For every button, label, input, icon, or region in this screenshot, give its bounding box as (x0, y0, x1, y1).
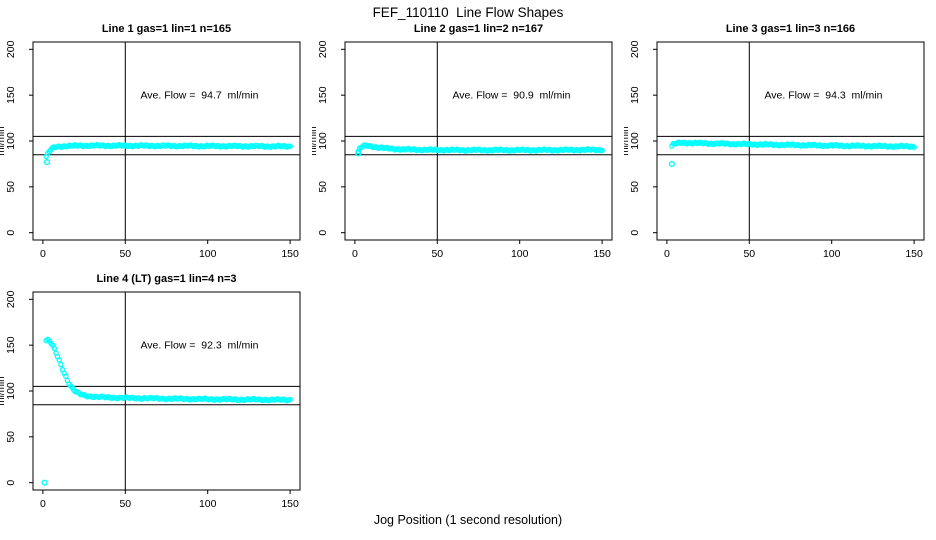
svg-text:50: 50 (431, 248, 443, 260)
svg-text:100: 100 (511, 248, 529, 260)
y-axis-label: ml/min (0, 376, 7, 405)
svg-text:200: 200 (5, 290, 17, 308)
svg-text:50: 50 (629, 181, 641, 193)
svg-text:200: 200 (317, 40, 329, 58)
panel-line-3-title: Line 3 gas=1 lin=3 n=166 (725, 23, 856, 35)
svg-text:0: 0 (317, 230, 329, 236)
svg-text:50: 50 (119, 498, 131, 510)
svg-text:50: 50 (5, 431, 17, 443)
panel-line-4: Line 4 (LT) gas=1 lin=4 n=3 0 50 100 150 200… (0, 270, 312, 520)
panel-line-3: Line 3 gas=1 lin=3 n=166 0 50 100 150 200 ml/… (624, 20, 936, 270)
svg-text:50: 50 (743, 248, 755, 260)
ave-flow-annotation: Ave. Flow = 94.7 ml/min (140, 90, 258, 102)
ave-flow-annotation: Ave. Flow = 92.3 ml/min (140, 340, 258, 352)
svg-text:150: 150 (5, 86, 17, 104)
svg-text:100: 100 (317, 132, 329, 150)
ave-flow-annotation: Ave. Flow = 94.3 ml/min (764, 90, 882, 102)
panel-line-4-title: Line 4 (LT) gas=1 lin=4 n=3 (96, 273, 237, 285)
svg-text:150: 150 (281, 248, 299, 260)
svg-text:150: 150 (593, 248, 611, 260)
svg-text:0: 0 (664, 248, 670, 260)
svg-text:50: 50 (5, 181, 17, 193)
panel-line-3-plot: 0 50 100 150 200 ml/min 0 50 100 150 Ave. Flow = 9… (624, 40, 925, 260)
svg-text:200: 200 (5, 40, 17, 58)
svg-text:150: 150 (5, 336, 17, 354)
panel-line-1-plot: 0 50 100 150 200 ml/min 0 50 100 150 Ave. Flow = 9… (0, 40, 301, 260)
svg-text:50: 50 (119, 248, 131, 260)
panel-line-1-title: Line 1 gas=1 lin=1 n=165 (101, 23, 232, 35)
svg-text:150: 150 (317, 86, 329, 104)
svg-text:150: 150 (281, 498, 299, 510)
svg-text:0: 0 (629, 230, 641, 236)
svg-text:100: 100 (199, 498, 217, 510)
svg-text:0: 0 (5, 480, 17, 486)
svg-text:0: 0 (40, 248, 46, 260)
svg-text:100: 100 (823, 248, 841, 260)
y-axis-label: ml/min (624, 126, 631, 155)
panel-line-2: Line 2 gas=1 lin=2 n=167 0 50 100 150 200 ml/… (312, 20, 624, 270)
svg-text:0: 0 (5, 230, 17, 236)
svg-text:100: 100 (5, 132, 17, 150)
svg-text:100: 100 (5, 382, 17, 400)
svg-text:0: 0 (352, 248, 358, 260)
figure-title: FEF_110110 Line Flow Shapes (372, 5, 564, 20)
svg-text:50: 50 (317, 181, 329, 193)
panel-line-1: Line 1 gas=1 lin=1 n=165 0 50 100 150 200 ml/… (0, 20, 312, 270)
y-axis-label: ml/min (312, 126, 319, 155)
panel-line-2-plot: 0 50 100 150 200 ml/min 0 50 100 150 Ave. Flow = 9… (312, 40, 613, 260)
svg-text:100: 100 (629, 132, 641, 150)
figure-xlabel: Jog Position (1 second resolution) (373, 513, 563, 527)
panel-line-4-plot: 0 50 100 150 200 ml/min 0 50 100 150 Ave. Flow = 9… (0, 290, 301, 510)
ave-flow-annotation: Ave. Flow = 90.9 ml/min (452, 90, 570, 102)
svg-text:200: 200 (629, 40, 641, 58)
svg-text:0: 0 (40, 498, 46, 510)
svg-text:150: 150 (629, 86, 641, 104)
svg-text:150: 150 (905, 248, 923, 260)
panel-line-2-title: Line 2 gas=1 lin=2 n=167 (413, 23, 544, 35)
y-axis-label: ml/min (0, 126, 7, 155)
svg-text:100: 100 (199, 248, 217, 260)
